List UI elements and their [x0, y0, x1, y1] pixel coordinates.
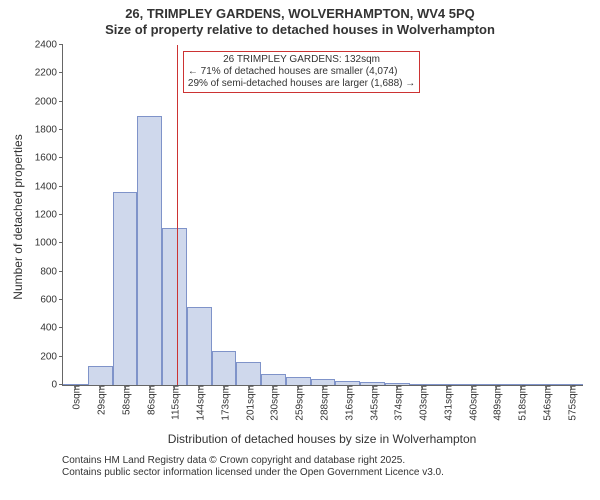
y-tick-label: 800: [40, 266, 63, 277]
chart-title-line1: 26, TRIMPLEY GARDENS, WOLVERHAMPTON, WV4…: [0, 6, 600, 22]
x-tick-label: 58sqm: [117, 385, 132, 415]
x-tick-label: 316sqm: [340, 385, 355, 421]
y-tick-label: 1200: [35, 210, 63, 221]
histogram-bar: [261, 374, 286, 385]
y-tick-label: 1000: [35, 238, 63, 249]
x-tick-label: 288sqm: [316, 385, 331, 421]
x-tick-label: 460sqm: [464, 385, 479, 421]
x-tick-label: 230sqm: [266, 385, 281, 421]
x-tick-label: 115sqm: [167, 385, 182, 420]
x-tick-label: 575sqm: [563, 385, 578, 421]
x-tick-label: 489sqm: [489, 385, 504, 421]
histogram-bar: [162, 228, 187, 385]
callout-heading: 26 TRIMPLEY GARDENS: 132sqm: [188, 54, 415, 66]
plot-area: 0200400600800100012001400160018002000220…: [62, 45, 583, 386]
histogram-bar: [88, 366, 113, 385]
x-tick-label: 546sqm: [538, 385, 553, 421]
y-tick-label: 0: [51, 380, 63, 391]
y-tick-label: 400: [40, 323, 63, 334]
x-tick-label: 345sqm: [365, 385, 380, 421]
y-tick-label: 2400: [35, 40, 63, 51]
x-tick-label: 29sqm: [93, 385, 108, 415]
histogram-bar: [286, 377, 311, 385]
x-tick-label: 403sqm: [415, 385, 430, 421]
attribution-text: Contains HM Land Registry data © Crown c…: [62, 455, 444, 479]
x-tick-label: 431sqm: [439, 385, 454, 421]
x-tick-label: 201sqm: [241, 385, 256, 421]
callout-box: 26 TRIMPLEY GARDENS: 132sqm← 71% of deta…: [183, 51, 420, 93]
histogram-bar: [187, 307, 212, 385]
x-tick-label: 518sqm: [514, 385, 529, 421]
histogram-bar: [212, 351, 237, 385]
marker-line: [177, 45, 178, 385]
callout-line-larger: 29% of semi-detached houses are larger (…: [188, 78, 415, 90]
y-tick-label: 2000: [35, 96, 63, 107]
callout-line-smaller: ← 71% of detached houses are smaller (4,…: [188, 66, 415, 78]
x-tick-label: 144sqm: [192, 385, 207, 421]
y-tick-label: 1600: [35, 153, 63, 164]
y-tick-label: 600: [40, 295, 63, 306]
y-tick-label: 200: [40, 351, 63, 362]
y-tick-label: 1400: [35, 181, 63, 192]
x-axis-label: Distribution of detached houses by size …: [62, 432, 582, 446]
chart-title-line2: Size of property relative to detached ho…: [0, 22, 600, 38]
x-tick-label: 259sqm: [291, 385, 306, 421]
attribution-line1: Contains HM Land Registry data © Crown c…: [62, 455, 444, 467]
y-axis-label: Number of detached properties: [11, 107, 25, 327]
histogram-bar: [236, 362, 261, 385]
x-tick-label: 173sqm: [216, 385, 231, 421]
attribution-line2: Contains public sector information licen…: [62, 467, 444, 479]
histogram-bar: [113, 192, 138, 385]
y-tick-label: 1800: [35, 125, 63, 136]
chart-container: 26, TRIMPLEY GARDENS, WOLVERHAMPTON, WV4…: [0, 0, 600, 500]
x-tick-label: 86sqm: [142, 385, 157, 415]
y-tick-label: 2200: [35, 68, 63, 79]
histogram-bar: [137, 116, 162, 385]
x-tick-label: 374sqm: [390, 385, 405, 421]
